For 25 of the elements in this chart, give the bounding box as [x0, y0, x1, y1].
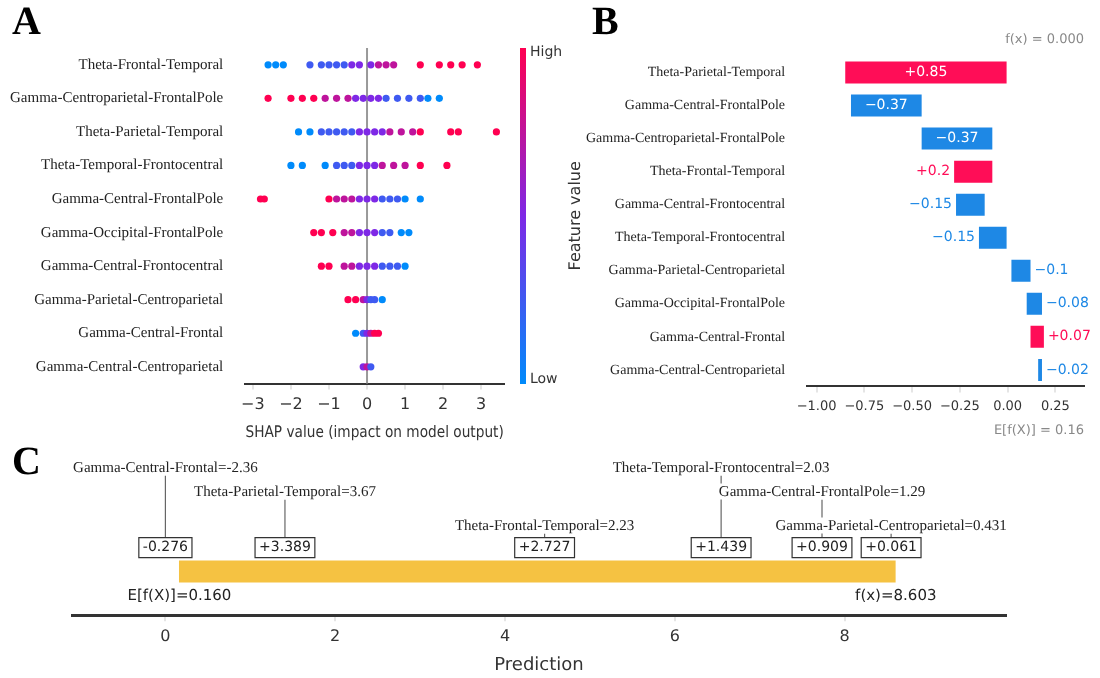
x-tick-label: 0	[160, 626, 171, 645]
x-tick-label: 0	[361, 395, 373, 414]
bar	[956, 193, 985, 216]
chart-title: B	[592, 0, 619, 45]
x-tick-label: 1	[399, 395, 411, 414]
x-tick-label: 8	[839, 626, 850, 645]
x-axis-title: Prediction	[494, 655, 584, 676]
x-tick-label: 2	[330, 626, 341, 645]
bar	[954, 160, 993, 183]
x-tick-label: 4	[499, 626, 511, 645]
color-bar-title: Feature value	[566, 161, 585, 271]
x-tick-label: 2	[438, 395, 449, 414]
x-tick-label: −3	[241, 395, 265, 414]
x-tick-label: 6	[669, 626, 680, 645]
bar	[1030, 325, 1044, 348]
x-tick-label: 3	[476, 395, 487, 414]
chart-title: C	[12, 440, 41, 485]
bar	[1026, 292, 1042, 315]
bar	[978, 226, 1007, 249]
x-tick-label: −1	[317, 395, 341, 414]
chart-title: A	[12, 0, 42, 45]
x-axis-title: SHAP value (impact on model output)	[245, 421, 504, 441]
x-tick-label: −2	[279, 395, 303, 414]
bar	[845, 61, 1007, 84]
bar	[1011, 259, 1031, 282]
